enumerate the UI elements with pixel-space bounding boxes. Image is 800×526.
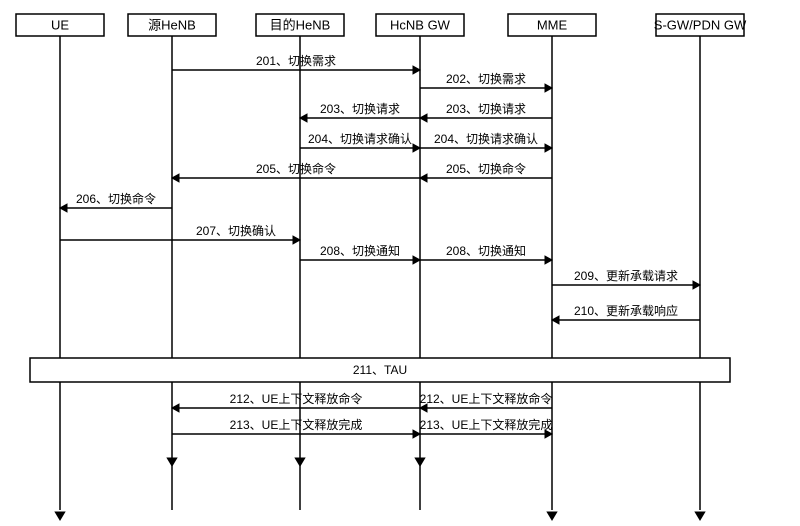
message-label: 213、UE上下文释放完成 — [230, 417, 363, 432]
lifeline-label: HcNB GW — [390, 17, 451, 32]
arrow-head — [545, 84, 552, 92]
message-label: 208、切换通知 — [320, 244, 400, 258]
arrow-head — [60, 204, 67, 212]
lifeline-end-arrow — [547, 512, 557, 520]
lifeline-end-arrow — [55, 512, 65, 520]
lifeline-end-arrow — [167, 458, 177, 466]
arrow-head — [172, 404, 179, 412]
lifeline-end-arrow — [415, 458, 425, 466]
lifeline-end-arrow — [295, 458, 305, 466]
message-label: 204、切换请求确认 — [308, 132, 412, 146]
arrow-head — [420, 174, 427, 182]
arrow-head — [420, 114, 427, 122]
message-label: 213、UE上下文释放完成 — [420, 417, 553, 432]
arrow-head — [413, 66, 420, 74]
arrow-head — [693, 281, 700, 289]
lifeline-label: MME — [537, 17, 568, 32]
tau-label: 211、TAU — [353, 363, 407, 377]
message-label: 208、切换通知 — [446, 244, 526, 258]
message-label: 212、UE上下文释放命令 — [230, 391, 363, 406]
message-label: 204、切换请求确认 — [434, 132, 538, 146]
message-label: 202、切换需求 — [446, 72, 526, 86]
arrow-head — [552, 316, 559, 324]
message-label: 203、切换请求 — [446, 102, 526, 116]
message-label: 206、切换命令 — [76, 191, 156, 206]
message-label: 207、切换确认 — [196, 224, 276, 238]
arrow-head — [545, 144, 552, 152]
message-label: 203、切换请求 — [320, 102, 400, 116]
arrow-head — [545, 256, 552, 264]
arrow-head — [293, 236, 300, 244]
lifeline-label: UE — [51, 17, 69, 32]
message-label: 209、更新承载请求 — [574, 268, 678, 283]
message-label: 210、更新承载响应 — [574, 303, 678, 318]
lifeline-label: 目的HeNB — [270, 17, 331, 32]
arrow-head — [300, 114, 307, 122]
lifeline-end-arrow — [695, 512, 705, 520]
arrow-head — [413, 144, 420, 152]
message-label: 212、UE上下文释放命令 — [420, 391, 553, 406]
arrow-head — [413, 256, 420, 264]
message-label: 201、切换需求 — [256, 54, 336, 68]
message-label: 205、切换命令 — [446, 161, 526, 176]
arrow-head — [172, 174, 179, 182]
message-label: 205、切换命令 — [256, 161, 336, 176]
lifeline-label: S-GW/PDN GW — [654, 17, 747, 32]
lifeline-label: 源HeNB — [148, 17, 196, 32]
